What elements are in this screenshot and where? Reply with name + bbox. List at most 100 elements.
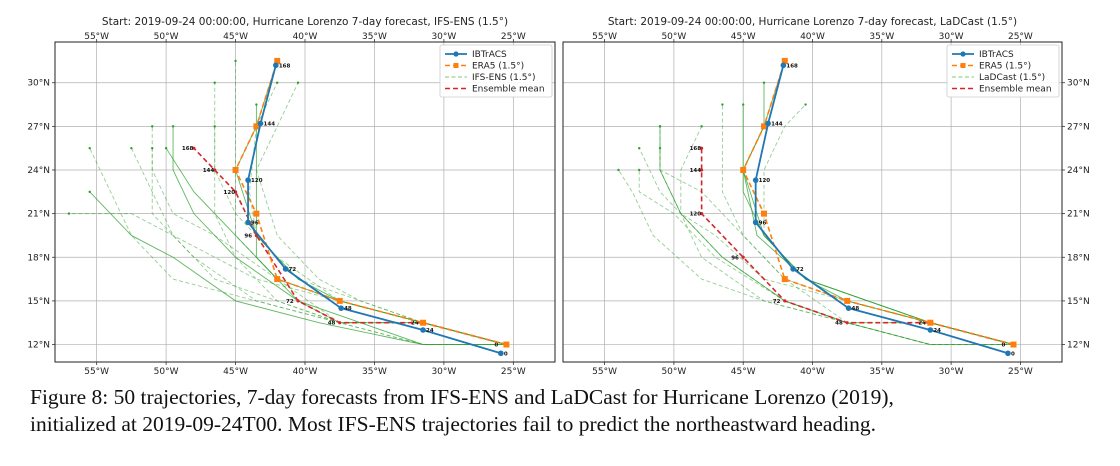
ensemble-mean-point [213, 168, 217, 172]
ibtracs-label: 120 [759, 178, 771, 184]
y-tick-label: 30°N [27, 79, 50, 89]
x-tick-label-bottom: 30°W [939, 367, 964, 377]
y-tick-label: 15°N [1067, 297, 1090, 307]
ensemble-mean-point [741, 255, 745, 259]
x-tick-label-bottom: 40°W [800, 367, 825, 377]
ensemble-member-endpoint [658, 146, 662, 150]
y-tick-label: 21°N [27, 210, 50, 220]
era5-line [234, 60, 507, 346]
ensemble-member-endpoint [638, 146, 641, 150]
legend-marker [453, 63, 459, 68]
ibtracs-point [338, 305, 344, 311]
figure-caption: Figure 8: 50 trajectories, 7-day forecas… [30, 384, 1100, 438]
ensemble-mean-label: 120 [690, 212, 702, 218]
era5-point [1010, 341, 1017, 348]
ensemble-member-line [255, 82, 507, 345]
ibtracs-label: 120 [251, 178, 263, 184]
ibtracs-label: 168 [279, 63, 291, 69]
chart-panel-2: Start: 2019-09-24 00:00:00, Hurricane Lo… [562, 16, 1090, 377]
ensemble-member-line [659, 126, 1014, 345]
y-tick-label: 15°N [27, 297, 50, 307]
ensemble-member-line [172, 126, 507, 345]
ensemble-mean-point [700, 168, 704, 172]
era5-point [274, 276, 281, 283]
ensemble-mean-label: 24 [918, 321, 926, 327]
ensemble-mean-point [233, 190, 238, 194]
ensemble-member-endpoint [88, 146, 91, 150]
ensemble-mean-label: 120 [224, 190, 236, 196]
x-tick-label-bottom: 45°W [223, 367, 248, 377]
ibtracs-label: 96 [759, 220, 767, 226]
ensemble-member-line [68, 213, 507, 345]
x-tick-label-bottom: 55°W [84, 367, 109, 377]
ensemble-mean-point [192, 146, 196, 150]
y-tick-label: 27°N [1067, 122, 1090, 132]
ibtracs-label: 24 [426, 328, 434, 334]
x-tick-label-top: 45°W [731, 32, 756, 42]
ensemble-mean-label: 48 [835, 321, 843, 327]
x-tick-label-top: 50°W [154, 32, 179, 42]
ensemble-member-endpoint [804, 103, 807, 106]
ensemble-mean-label: 72 [286, 299, 294, 305]
ibtracs-label: 0 [504, 351, 508, 357]
ensemble-member-line [659, 148, 1014, 345]
legend-label: IBTrACS [472, 50, 507, 60]
plot-frame [54, 41, 556, 363]
legend-marker [453, 51, 459, 57]
legend-label: IFS-ENS (1.5°) [472, 73, 535, 83]
ibtracs-label: 0 [1011, 351, 1015, 357]
era5-point [232, 167, 239, 173]
legend-marker [960, 51, 966, 57]
legend-label: Ensemble mean [979, 85, 1052, 95]
x-tick-label-top: 45°W [223, 32, 248, 42]
caption-line-2: initialized at 2019-09-24T00. Most IFS-E… [30, 412, 877, 436]
ibtracs-label: 24 [933, 328, 941, 334]
ensemble-mean-label: 0 [494, 343, 498, 349]
x-tick-label-bottom: 50°W [661, 367, 686, 377]
x-tick-label-top: 40°W [800, 32, 825, 42]
ensemble-member-endpoint [171, 125, 175, 128]
ensemble-member-endpoint [151, 125, 154, 128]
ensemble-member-endpoint [88, 190, 91, 194]
ensemble-member-line [235, 60, 507, 345]
ensemble-member-endpoint [164, 146, 168, 150]
legend-box [439, 44, 553, 98]
ensemble-member-line [89, 191, 507, 345]
x-tick-label-bottom: 25°W [501, 367, 526, 377]
x-tick-label-top: 55°W [592, 32, 617, 42]
ensemble-member-endpoint [617, 168, 620, 172]
y-tick-label: 27°N [27, 122, 50, 132]
ensemble-mean-label: 96 [731, 255, 739, 261]
y-tick-label: 24°N [27, 166, 50, 176]
legend-label: ERA5 (1.5°) [472, 62, 524, 72]
chart-legend: IBTrACS ERA5 (1.5°)IFS-ENS (1.5°) Ensemble… [439, 44, 553, 98]
ibtracs-point [245, 219, 251, 226]
ibtracs-label: 96 [251, 220, 259, 226]
y-tick-label: 18°N [1067, 253, 1090, 263]
ensemble-member-endpoint [721, 103, 724, 106]
x-tick-label-top: 35°W [362, 32, 387, 42]
ensemble-mean-label: 72 [773, 299, 781, 305]
ensemble-mean-point [700, 146, 704, 150]
era5-point [274, 57, 281, 64]
x-tick-label-bottom: 35°W [362, 367, 387, 377]
ensemble-member-endpoint [213, 125, 216, 128]
ensemble-mean-label: 168 [182, 146, 194, 152]
era5-point [253, 123, 260, 130]
ensemble-member-endpoint [700, 125, 703, 128]
era5-point [844, 297, 851, 304]
y-tick-label: 24°N [1067, 166, 1090, 176]
figure: Start: 2019-09-24 00:00:00, Hurricane Lo… [27, 16, 1090, 377]
y-tick-label: 21°N [1067, 210, 1090, 220]
era5-point [760, 123, 767, 130]
ensemble-mean-label: 24 [411, 321, 419, 327]
ibtracs-label: 72 [289, 267, 297, 273]
ibtracs-point [498, 350, 504, 357]
ensemble-mean-label: 144 [203, 168, 215, 174]
x-tick-label-top: 55°W [84, 32, 109, 42]
ibtracs-point [1005, 350, 1011, 357]
x-tick-label-top: 50°W [661, 32, 686, 42]
ensemble-member-line [130, 147, 507, 345]
ensemble-mean-point [783, 299, 787, 303]
ensemble-member-endpoint [638, 168, 641, 172]
